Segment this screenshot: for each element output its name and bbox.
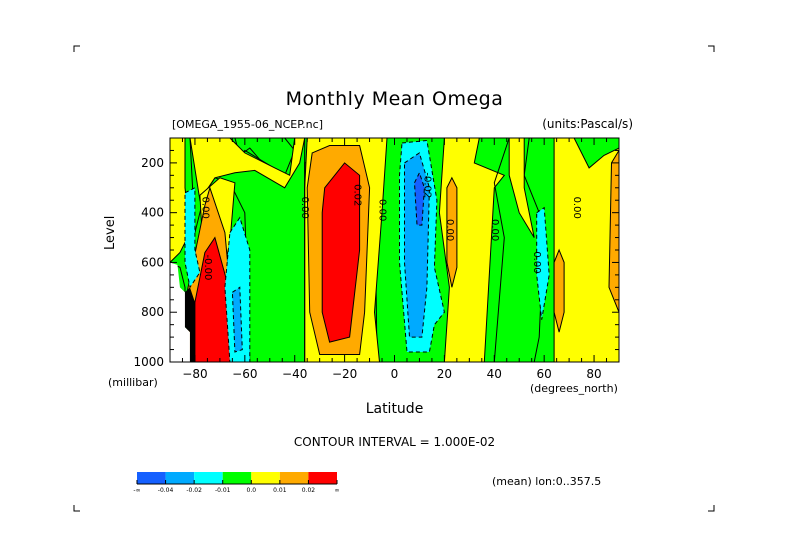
y-tick-label: 600 <box>141 255 164 269</box>
steep-gradient-region <box>184 287 195 362</box>
corner-mark-top-left <box>73 45 80 52</box>
colorbar-swatch <box>279 472 309 484</box>
corner-mark-bottom-right <box>708 505 715 512</box>
colorbar-label: -0.01 <box>215 487 231 494</box>
contour-label: 0.00 <box>377 199 388 221</box>
contour-region-cyan <box>536 206 550 320</box>
x-tick-label: −80 <box>182 367 207 381</box>
x-tick-label: 0 <box>391 367 399 381</box>
colorbar-swatch <box>222 472 252 484</box>
colorbar-swatch <box>251 472 280 484</box>
colorbar-label: ∞ <box>335 487 340 494</box>
contour-label: 0.00 <box>444 219 455 241</box>
chart-title: Monthly Mean Omega <box>285 88 504 110</box>
contour-region-darkblue <box>413 171 425 226</box>
y-tick-label: 1000 <box>133 355 164 369</box>
x-tick-label: 60 <box>537 367 552 381</box>
contour-label: 0.00 <box>199 197 210 219</box>
contour-interval-label: CONTOUR INTERVAL = 1.000E-02 <box>293 435 496 449</box>
corner-mark-top-right <box>708 45 715 52</box>
x-tick-label: 40 <box>487 367 502 381</box>
contour-label: 0.00 <box>571 197 582 219</box>
y-tick-label: 400 <box>141 206 164 220</box>
contour-label: -0.02 <box>421 172 432 198</box>
contour-region-blue <box>231 286 243 353</box>
corner-mark-bottom-left <box>73 505 80 512</box>
y-axis-units: (millibar) <box>108 376 158 389</box>
x-tick-label: −40 <box>282 367 307 381</box>
units-label: (units:Pascal/s) <box>542 117 633 131</box>
contour-label: 0.00 <box>299 197 310 219</box>
contour-label: -0.00 <box>202 254 213 280</box>
y-tick-label: 200 <box>141 156 164 170</box>
contour-region-cyan <box>184 186 201 289</box>
colorbar-swatch <box>194 472 223 484</box>
x-tick-label: −60 <box>232 367 257 381</box>
colorbar-label: 0.0 <box>247 487 257 494</box>
colorbar-swatch <box>308 472 337 484</box>
x-axis-label: Latitude <box>365 401 424 417</box>
contour-region-orange <box>553 248 565 333</box>
contour-label: 0.00 <box>531 251 542 273</box>
contour-region-yellow <box>189 137 306 202</box>
contour-region-red <box>321 162 361 343</box>
x-axis-units: (degrees_north) <box>530 382 618 395</box>
x-tick-label: 20 <box>437 367 452 381</box>
colorbar-label: -∞ <box>133 487 140 494</box>
colorbar-swatch <box>165 472 195 484</box>
colorbar-label: -0.04 <box>158 487 174 494</box>
aux3 <box>493 137 545 363</box>
contour-label: 0.02 <box>352 184 363 206</box>
x-tick-label: −20 <box>332 367 357 381</box>
contour-label: 0.00 <box>489 219 500 241</box>
contour-region-orange <box>446 176 458 288</box>
colorbar-label: 0.02 <box>302 487 316 494</box>
x-tick-label: 80 <box>586 367 601 381</box>
mean-note: (mean) lon:0..357.5 <box>492 475 602 488</box>
missing-data-region <box>170 262 190 362</box>
colorbar-swatch <box>137 472 166 484</box>
y-tick-label: 800 <box>141 305 164 319</box>
file-name-label: [OMEGA_1955-06_NCEP.nc] <box>172 118 323 131</box>
colorbar-label: -0.02 <box>186 487 202 494</box>
colorbar-label: 0.01 <box>273 487 287 494</box>
